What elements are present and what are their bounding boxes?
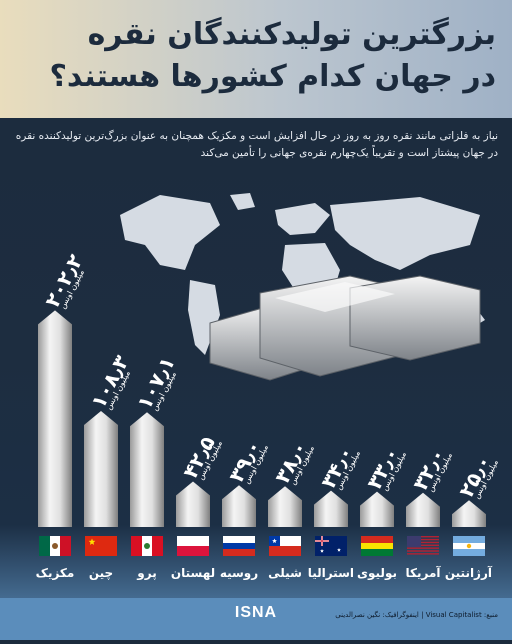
bar-1 [84, 410, 118, 527]
bar-3 [176, 481, 210, 527]
category-label: بولیوی [357, 566, 397, 580]
bar-4 [222, 485, 256, 527]
title-line-2: در جهان کدام کشورها هستند؟ [49, 59, 496, 94]
bar-0 [38, 310, 72, 527]
russia-flag [223, 536, 255, 556]
category-label: روسیه [219, 566, 259, 580]
bar-8 [406, 492, 440, 527]
australia-flag [315, 536, 347, 556]
bar-5 [268, 486, 302, 527]
category-label: آرژانتین [444, 566, 492, 580]
category-label: چین [88, 566, 114, 580]
world-map-illustration [120, 193, 485, 355]
title-line-1: بزرگترین تولیدکنندگان نقره [87, 17, 496, 52]
header-band [0, 0, 512, 118]
category-label: مکزیک [35, 566, 75, 580]
category-label: استرالیا [307, 566, 354, 580]
usa-flag [407, 536, 439, 555]
category-label: لهستان [170, 566, 216, 580]
china-flag [85, 536, 117, 556]
category-label: آمریکا [405, 566, 441, 580]
poland-flag [177, 536, 209, 556]
source-credit: منبع: Visual Capitalist | اینفوگرافیک: ن… [335, 611, 498, 619]
bar-2 [130, 412, 164, 527]
category-label: شیلی [268, 566, 302, 580]
category-label: پرو [137, 566, 157, 580]
footer-band [0, 598, 512, 640]
silver-bars-illustration [209, 275, 481, 381]
bar-9 [452, 500, 486, 527]
isna-logo: ISNA [234, 604, 278, 621]
chile-flag [269, 536, 301, 556]
peru-flag [131, 536, 163, 556]
bolivia-flag [361, 536, 393, 556]
subtitle: نیاز به فلزاتی مانند نقره روز به روز در … [15, 130, 498, 159]
bar-6 [314, 490, 348, 527]
argentina-flag [453, 536, 485, 556]
page-title: بزرگترین تولیدکنندگان نقره در جهان کدام … [16, 14, 496, 98]
bar-7 [360, 491, 394, 527]
mexico-flag [39, 536, 71, 556]
